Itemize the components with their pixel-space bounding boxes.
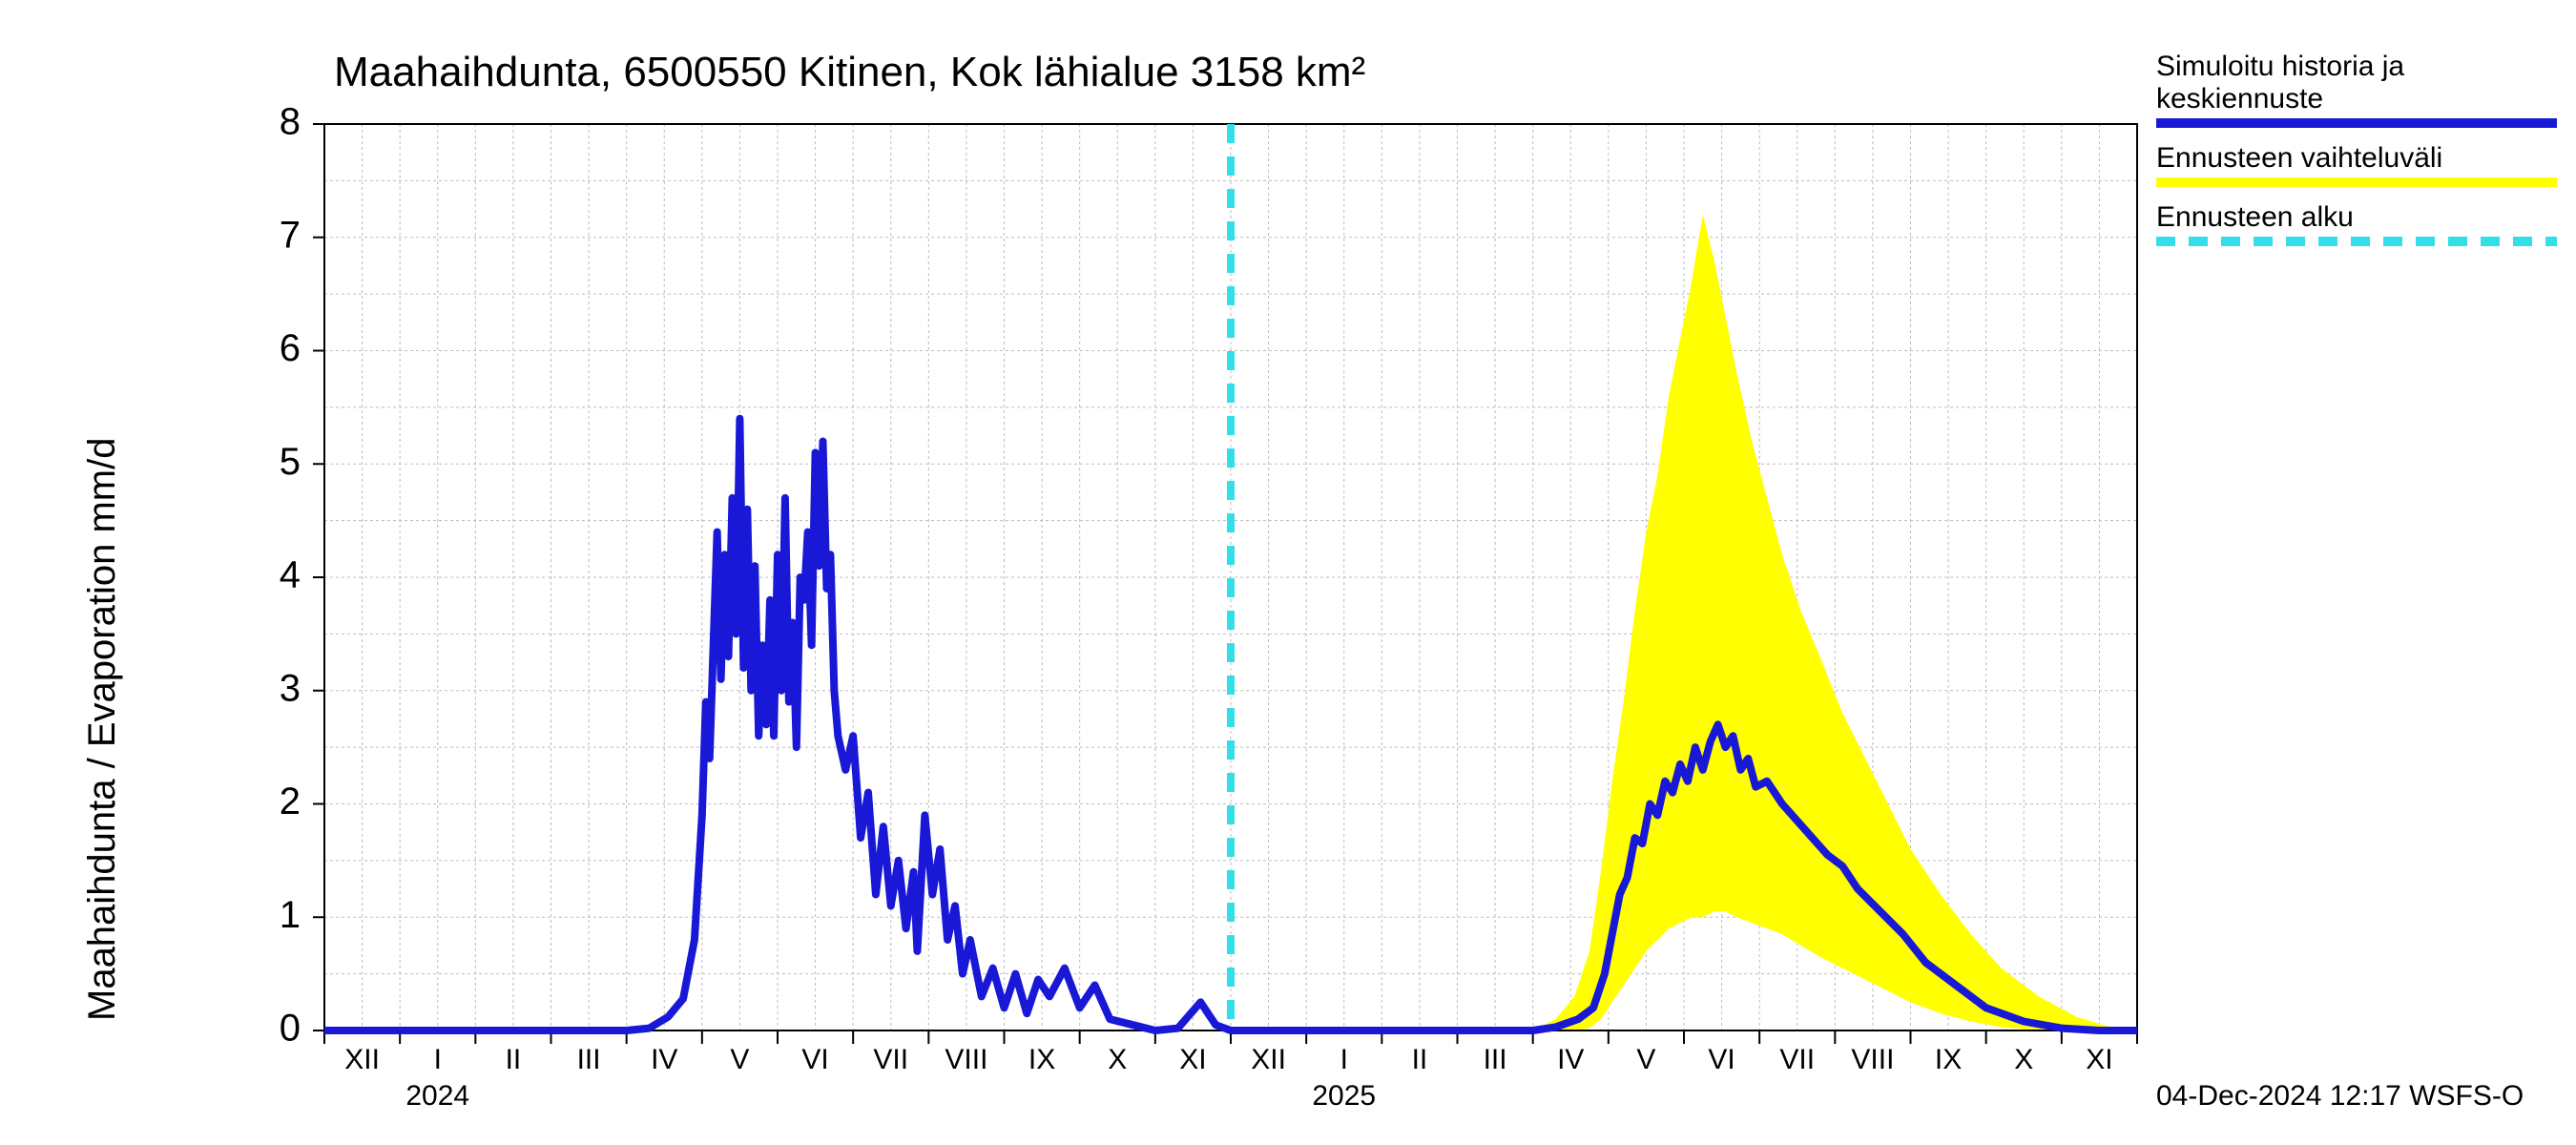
x-tick-label: II — [506, 1044, 522, 1075]
year-label: 2024 — [405, 1080, 469, 1112]
x-tick-label: IX — [1028, 1044, 1055, 1075]
x-tick-label: II — [1412, 1044, 1428, 1075]
y-axis-label: Maahaihdunta / Evaporation mm/d — [81, 438, 123, 1021]
x-tick-label: XII — [1251, 1044, 1286, 1075]
x-tick-label: I — [434, 1044, 442, 1075]
x-tick-label: III — [577, 1044, 601, 1075]
legend-label: keskiennuste — [2156, 83, 2323, 114]
x-tick-label: V — [730, 1044, 749, 1075]
x-tick-label: X — [2014, 1044, 2033, 1075]
x-tick-label: XI — [1179, 1044, 1206, 1075]
y-tick-label: 2 — [280, 781, 301, 822]
y-tick-label: 6 — [280, 327, 301, 369]
chart-title: Maahaihdunta, 6500550 Kitinen, Kok lähia… — [334, 49, 1365, 95]
x-tick-label: VII — [873, 1044, 908, 1075]
x-tick-label: X — [1108, 1044, 1127, 1075]
x-tick-label: XII — [344, 1044, 380, 1075]
legend-label: Simuloitu historia ja — [2156, 51, 2404, 82]
x-tick-label: VI — [801, 1044, 828, 1075]
y-tick-label: 4 — [280, 554, 301, 596]
legend-label: Ennusteen alku — [2156, 201, 2354, 233]
x-tick-label: III — [1484, 1044, 1507, 1075]
x-tick-label: VIII — [1851, 1044, 1894, 1075]
x-tick-label: IV — [1557, 1044, 1584, 1075]
y-tick-label: 7 — [280, 214, 301, 256]
x-tick-label: IX — [1935, 1044, 1962, 1075]
timestamp: 04-Dec-2024 12:17 WSFS-O — [2156, 1080, 2524, 1112]
y-tick-label: 8 — [280, 101, 301, 143]
chart-container: { "chart": { "type": "line+band", "title… — [0, 0, 2576, 1145]
chart-svg: 012345678XIIIIIIIIIVVVIVIIVIIIIXXXIXIIII… — [0, 0, 2576, 1145]
legend-label: Ennusteen vaihteluväli — [2156, 142, 2442, 174]
y-tick-label: 3 — [280, 667, 301, 709]
y-tick-label: 1 — [280, 894, 301, 936]
y-tick-label: 5 — [280, 441, 301, 483]
x-tick-label: XI — [2086, 1044, 2112, 1075]
x-tick-label: VII — [1779, 1044, 1815, 1075]
year-label: 2025 — [1312, 1080, 1376, 1112]
x-tick-label: VI — [1708, 1044, 1735, 1075]
x-tick-label: IV — [651, 1044, 677, 1075]
x-tick-label: VIII — [945, 1044, 987, 1075]
x-tick-label: V — [1636, 1044, 1655, 1075]
y-tick-label: 0 — [280, 1008, 301, 1050]
x-tick-label: I — [1340, 1044, 1348, 1075]
